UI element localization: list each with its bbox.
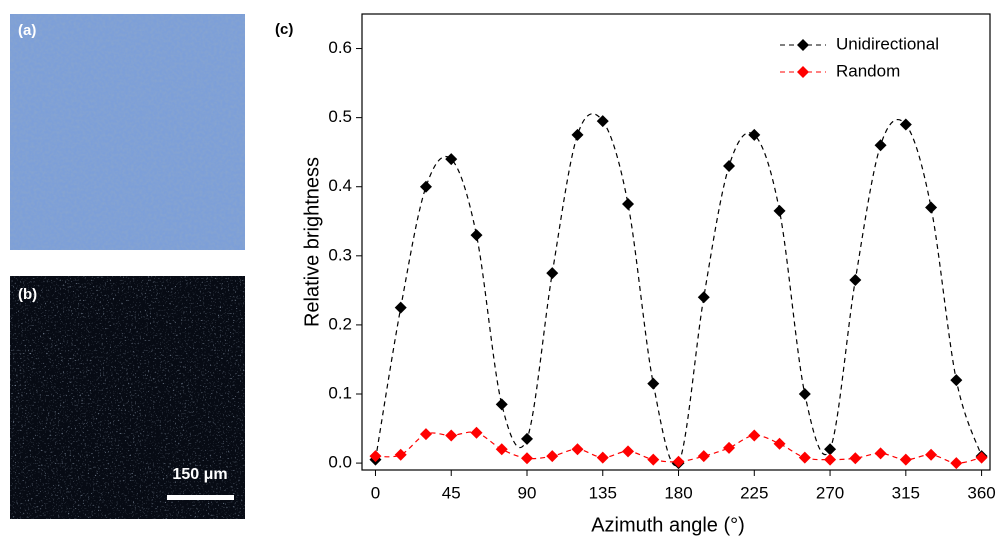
data-point bbox=[798, 388, 811, 400]
data-point bbox=[672, 455, 685, 468]
data-point bbox=[647, 453, 660, 466]
data-point bbox=[849, 274, 862, 286]
data-point bbox=[622, 445, 635, 458]
data-point bbox=[748, 429, 761, 442]
data-point bbox=[925, 201, 938, 214]
data-point bbox=[773, 437, 786, 450]
y-tick-label: 0.3 bbox=[328, 245, 352, 264]
y-tick-label: 0.6 bbox=[328, 38, 352, 57]
data-point bbox=[419, 180, 432, 193]
series-line bbox=[374, 113, 983, 467]
scale-bar-label: 150 μm bbox=[172, 466, 227, 483]
plot-frame bbox=[361, 13, 991, 471]
data-point bbox=[520, 452, 533, 465]
data-point bbox=[773, 204, 786, 217]
data-point bbox=[419, 428, 432, 441]
data-point bbox=[445, 153, 458, 166]
data-point bbox=[697, 291, 710, 304]
y-axis-title: Relative brightness bbox=[301, 157, 323, 327]
data-point bbox=[899, 118, 912, 131]
data-point bbox=[950, 374, 963, 387]
panel-label: (a) bbox=[18, 22, 36, 39]
data-point bbox=[874, 139, 887, 152]
data-point bbox=[520, 432, 533, 445]
x-tick-label: 225 bbox=[740, 483, 768, 502]
x-tick-label: 180 bbox=[664, 483, 692, 502]
data-point bbox=[748, 128, 761, 141]
x-tick-label: 270 bbox=[816, 483, 844, 502]
scale-bar bbox=[167, 495, 234, 500]
data-point bbox=[369, 450, 382, 463]
legend-marker bbox=[797, 66, 809, 78]
x-tick-label: 315 bbox=[892, 483, 920, 502]
data-point bbox=[394, 448, 407, 461]
data-point bbox=[571, 443, 584, 456]
data-point bbox=[596, 451, 609, 464]
data-point bbox=[445, 429, 458, 442]
data-point bbox=[470, 229, 483, 242]
y-tick-label: 0.4 bbox=[328, 176, 352, 195]
data-point bbox=[925, 448, 938, 461]
y-tick-label: 0.0 bbox=[328, 453, 352, 472]
y-tick-label: 0.1 bbox=[328, 383, 352, 402]
data-point bbox=[495, 398, 508, 411]
x-axis-title: Azimuth angle (°) bbox=[591, 514, 745, 536]
y-tick-label: 0.2 bbox=[328, 314, 352, 333]
x-tick-label: 45 bbox=[442, 483, 461, 502]
data-point bbox=[975, 451, 988, 464]
data-point bbox=[723, 160, 736, 172]
data-point bbox=[723, 441, 736, 454]
data-point bbox=[874, 447, 887, 460]
micrograph-a: (a) bbox=[10, 14, 245, 250]
legend-label: Random bbox=[836, 61, 900, 80]
data-point bbox=[899, 453, 912, 466]
data-point bbox=[697, 450, 710, 463]
panel-label: (b) bbox=[18, 286, 37, 303]
x-tick-label: 360 bbox=[967, 483, 995, 502]
data-point bbox=[647, 377, 660, 390]
legend-label: Unidirectional bbox=[836, 34, 939, 53]
data-point bbox=[622, 198, 635, 210]
data-point bbox=[394, 301, 407, 314]
panel-label: (c) bbox=[275, 21, 293, 38]
data-point bbox=[470, 426, 483, 439]
x-tick-label: 90 bbox=[518, 483, 537, 502]
data-point bbox=[596, 115, 609, 128]
x-tick-label: 135 bbox=[589, 483, 617, 502]
y-tick-label: 0.5 bbox=[328, 107, 352, 126]
legend-marker bbox=[797, 39, 809, 51]
data-point bbox=[824, 443, 837, 456]
data-point bbox=[546, 450, 559, 463]
data-point bbox=[798, 451, 811, 464]
data-point bbox=[546, 267, 559, 280]
data-point bbox=[824, 453, 837, 466]
micrograph-b: (b) 150 μm bbox=[10, 276, 245, 519]
data-point bbox=[571, 128, 584, 141]
x-tick-label: 0 bbox=[371, 483, 380, 502]
data-point bbox=[495, 443, 508, 456]
data-point bbox=[849, 452, 862, 465]
data-point bbox=[950, 457, 963, 470]
